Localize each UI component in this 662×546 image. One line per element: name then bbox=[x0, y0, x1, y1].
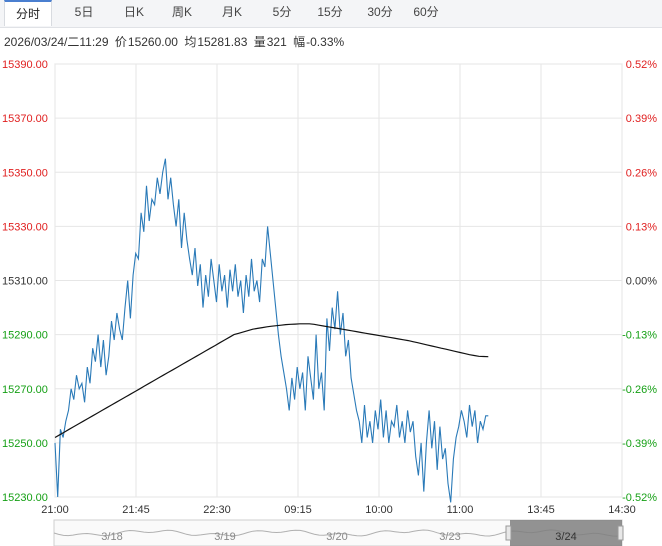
date-navigator[interactable]: 3/18 3/19 3/20 3/23 3/24 bbox=[53, 519, 624, 546]
info-price: 15260.00 bbox=[127, 35, 178, 49]
pct-tick-label: 0.00% bbox=[626, 276, 657, 288]
tab-daily-k[interactable]: 日K bbox=[123, 5, 144, 19]
y-tick-label: 15270.00 bbox=[2, 384, 48, 396]
x-tick-label: 21:00 bbox=[41, 504, 69, 516]
pct-tick-label: 0.26% bbox=[626, 167, 657, 179]
chart-lines bbox=[54, 158, 489, 503]
navigator-date-label: 3/18 bbox=[101, 531, 122, 543]
info-volume: 321 bbox=[266, 35, 287, 49]
tab-5day[interactable]: 5日 bbox=[74, 5, 94, 19]
y-tick-label: 15390.00 bbox=[2, 59, 48, 71]
info-datetime: 2026/03/24/二11:29 bbox=[4, 35, 109, 49]
x-tick-label: 09:15 bbox=[284, 504, 312, 516]
y-tick-label: 15330.00 bbox=[2, 221, 48, 233]
tab-30min[interactable]: 30分 bbox=[367, 5, 393, 19]
pct-tick-label: -0.39% bbox=[622, 438, 657, 450]
period-tab-bar: 分时 5日 日K 周K 月K 5分 15分 30分 60分 bbox=[0, 0, 662, 28]
y-tick-label: 15290.00 bbox=[2, 330, 48, 342]
y-tick-label: 15230.00 bbox=[2, 492, 48, 504]
tab-monthly-k[interactable]: 月K bbox=[221, 5, 242, 19]
price-line bbox=[54, 158, 489, 503]
average-line bbox=[54, 323, 489, 439]
info-volume-label: 量 bbox=[253, 35, 266, 49]
time-axis-labels: 21:00 21:45 22:30 09:15 10:00 11:00 13:45 14:30 bbox=[41, 504, 636, 516]
info-change-label: 幅 bbox=[293, 35, 306, 49]
navigator-date-label: 3/23 bbox=[439, 531, 460, 543]
y-tick-label: 15350.00 bbox=[2, 167, 48, 179]
x-tick-label: 21:45 bbox=[122, 504, 150, 516]
navigator-selection[interactable] bbox=[510, 520, 622, 546]
percent-axis-labels: 0.52% 0.39% 0.26% 0.13% 0.00% -0.13% -0.26% -0.… bbox=[622, 59, 657, 504]
pct-tick-label: 0.13% bbox=[626, 221, 657, 233]
navigator-handle-right[interactable] bbox=[617, 525, 624, 541]
pct-tick-label: -0.52% bbox=[622, 492, 657, 504]
navigator-date-label: 3/19 bbox=[214, 531, 235, 543]
x-tick-label: 22:30 bbox=[203, 504, 231, 516]
tab-60min[interactable]: 60分 bbox=[413, 5, 439, 19]
x-tick-label: 11:00 bbox=[447, 504, 474, 516]
navigator-handle-left[interactable] bbox=[505, 525, 512, 541]
info-price-label: 价 bbox=[114, 35, 127, 49]
pct-tick-label: -0.13% bbox=[622, 330, 657, 342]
tab-15min[interactable]: 15分 bbox=[317, 5, 343, 19]
chart-grid bbox=[54, 63, 623, 498]
pct-tick-label: -0.26% bbox=[622, 384, 657, 396]
price-axis-labels: 15390.00 15370.00 15350.00 15330.00 15310.00… bbox=[2, 59, 48, 504]
tab-weekly-k[interactable]: 周K bbox=[171, 5, 192, 19]
quote-info-bar: 2026/03/24/二11:29 价15260.00 均15281.83 量3… bbox=[4, 33, 347, 51]
info-change: -0.33% bbox=[306, 35, 345, 49]
x-tick-label: 14:30 bbox=[608, 504, 636, 516]
info-avg-label: 均 bbox=[184, 35, 197, 49]
y-tick-label: 15250.00 bbox=[2, 438, 48, 450]
tab-5min[interactable]: 5分 bbox=[272, 5, 292, 19]
y-tick-label: 15310.00 bbox=[2, 276, 48, 288]
y-tick-label: 15370.00 bbox=[2, 113, 48, 125]
pct-tick-label: 0.39% bbox=[626, 113, 657, 125]
pct-tick-label: 0.52% bbox=[626, 59, 657, 71]
x-tick-label: 10:00 bbox=[365, 504, 393, 516]
navigator-date-label: 3/24 bbox=[555, 531, 576, 543]
info-avg: 15281.83 bbox=[197, 35, 248, 49]
navigator-date-label: 3/20 bbox=[326, 531, 347, 543]
tab-intraday[interactable]: 分时 bbox=[4, 0, 52, 26]
x-tick-label: 13:45 bbox=[527, 504, 555, 516]
